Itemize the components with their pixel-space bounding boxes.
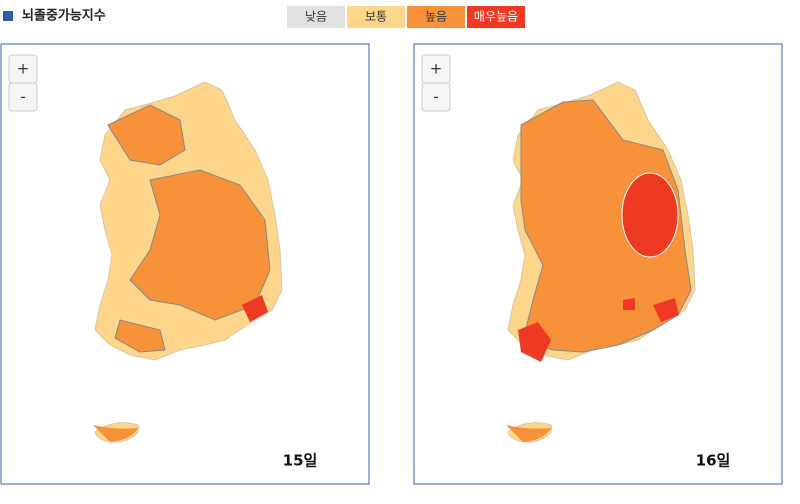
button-box	[421, 82, 451, 112]
title: 뇌졸중가능지수	[22, 8, 106, 24]
button-box	[8, 82, 38, 112]
legend-swatch	[407, 6, 465, 28]
legend-item[interactable]: 매우높음	[467, 6, 525, 28]
legend-swatch	[347, 6, 405, 28]
day-label: 15일	[283, 452, 318, 470]
map-panel: + - 16일	[413, 43, 783, 485]
legend-label: 보통	[365, 10, 387, 24]
zoom-in-label: +	[430, 60, 443, 78]
region-high	[93, 425, 138, 442]
zoom-in-button[interactable]: +	[421, 54, 451, 84]
zoom-out-label: -	[20, 88, 25, 106]
title-icon	[3, 11, 13, 21]
region-high	[506, 425, 551, 442]
region-very-high	[623, 298, 635, 310]
zoom-in-label: +	[17, 60, 30, 78]
region-very-high	[621, 172, 679, 258]
zoom-out-button[interactable]: -	[8, 82, 38, 112]
legend: 낮음 보통 높음 매우높음	[287, 6, 525, 28]
legend-swatch	[467, 6, 525, 28]
zoom-out-label: -	[433, 88, 438, 106]
zoom-out-button[interactable]: -	[421, 82, 451, 112]
region-high	[520, 99, 692, 353]
legend-label: 높음	[425, 10, 447, 24]
zoom-in-button[interactable]: +	[8, 54, 38, 84]
region-very-high	[242, 295, 268, 322]
day-label: 16일	[696, 452, 731, 470]
legend-swatch	[287, 6, 345, 28]
region-very-high	[518, 322, 551, 362]
legend-item[interactable]: 낮음	[287, 6, 345, 28]
legend-item[interactable]: 보통	[347, 6, 405, 28]
legend-label: 매우높음	[474, 10, 518, 24]
legend-label: 낮음	[305, 10, 327, 24]
region-high	[114, 319, 166, 353]
region-high	[129, 169, 271, 321]
map-panel: + - 15일	[0, 43, 370, 485]
region-very-high	[653, 298, 679, 322]
region-high	[107, 104, 186, 166]
legend-item[interactable]: 높음	[407, 6, 465, 28]
